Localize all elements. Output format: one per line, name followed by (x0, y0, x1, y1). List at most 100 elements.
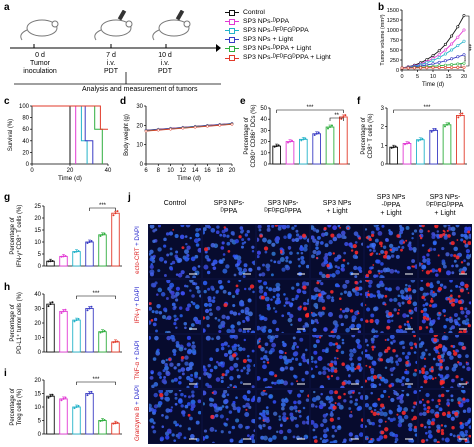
y-tick-label: 10 (34, 336, 41, 342)
y-tick-label: 0 (264, 162, 268, 168)
replicate-dot (64, 396, 67, 399)
y-axis-label: Percentage of (361, 117, 367, 155)
legend-entry: SP3 NPs-ᴰPPA + Light (225, 44, 331, 53)
micrograph-image (418, 334, 472, 389)
replicate-dot (88, 307, 91, 310)
y-tick-label: 500 (390, 48, 399, 54)
replicate-dot (60, 399, 63, 402)
y-tick-label: 5 (38, 419, 42, 425)
y-tick-label: 50 (260, 106, 267, 112)
replicate-dot (112, 214, 115, 217)
replicate-dot (444, 125, 446, 128)
replicate-dot (86, 309, 89, 312)
data-point (437, 60, 441, 64)
micrograph-image (364, 279, 418, 334)
replicate-dot (344, 114, 347, 117)
replicate-dot (73, 407, 76, 410)
replicate-dot (112, 341, 115, 344)
replicate-dot (430, 130, 433, 133)
bar (111, 212, 120, 267)
replicate-dot (304, 137, 307, 140)
micrograph-row-label: Granzyme B + DAPI (134, 385, 141, 441)
significance-label: *** (92, 291, 100, 297)
chart-b-tumor-volume: 0 250 500 750 1000 1250 1500 0 5 10 15 20 Time (d) Tu… (380, 8, 471, 88)
replicate-dot (77, 250, 80, 253)
replicate-dot (77, 317, 80, 320)
x-axis-label: Time (d) (58, 175, 82, 182)
y-axis-label: CD8⁺ T cells (%) (367, 114, 374, 159)
x-axis-label: Time (d) (422, 82, 444, 88)
y-tick-label: 40 (260, 117, 267, 123)
replicate-dot (315, 132, 318, 135)
x-tick-label: 14 (192, 168, 199, 174)
replicate-dot (446, 123, 448, 126)
significance-label: ** (456, 64, 462, 68)
bar (85, 241, 94, 267)
replicate-dot (103, 418, 106, 421)
y-tick-label: 0 (38, 350, 42, 356)
legend-entry: SP3 NPs-ᴰFᴰFGᴰPPA (225, 26, 331, 35)
replicate-dot (327, 127, 329, 130)
micrograph-image (256, 334, 310, 389)
data-point (169, 127, 172, 131)
replicate-dot (62, 310, 65, 313)
significance-bracket (276, 109, 344, 113)
bar (111, 422, 120, 435)
data-point (443, 42, 447, 46)
significance-label: *** (99, 203, 107, 209)
micrograph-image (148, 334, 202, 389)
data-point (450, 65, 454, 69)
replicate-dot (86, 394, 89, 397)
data-point (450, 57, 454, 61)
timeline-day7: 7 d (106, 52, 116, 59)
y-axis-label: Percentage of (10, 217, 16, 255)
replicate-dot (277, 144, 280, 147)
y-tick-label: 15 (34, 228, 41, 234)
x-tick-label: 10 (167, 168, 174, 174)
replicate-dot (273, 145, 276, 148)
replicate-dot (116, 210, 119, 213)
bar (98, 420, 107, 435)
micrograph-image (148, 279, 202, 334)
replicate-dot (114, 422, 117, 425)
micrograph-image (256, 224, 310, 279)
replicate-dot (394, 145, 397, 148)
data-point (144, 129, 148, 133)
data-point (431, 58, 435, 62)
replicate-dot (51, 260, 54, 263)
significance-label: *** (465, 44, 471, 52)
y-axis-label: Survival (%) (8, 119, 14, 151)
replicate-dot (342, 115, 345, 118)
x-tick-label: 20 (461, 74, 467, 80)
replicate-dot (51, 301, 54, 304)
data-point (431, 66, 435, 70)
y-tick-label: 750 (390, 38, 399, 44)
significance-bracket (76, 381, 116, 385)
replicate-dot (101, 330, 104, 333)
data-point (462, 53, 466, 57)
x-tick-label: 5 (416, 74, 419, 80)
replicate-dot (331, 124, 333, 127)
x-tick-label: 15 (445, 74, 451, 80)
bar (416, 139, 425, 165)
replicate-dot (275, 145, 278, 148)
x-tick-label: 16 (204, 168, 211, 174)
bar (59, 310, 68, 353)
replicate-dot (313, 133, 316, 136)
timeline-day7-label2: PDT (104, 68, 118, 75)
data-point (450, 42, 454, 46)
y-tick-label: 5 (38, 252, 42, 258)
data-point (462, 61, 466, 65)
replicate-dot (101, 419, 104, 422)
y-tick-label: 0 (140, 162, 144, 168)
bar (72, 319, 81, 353)
replicate-dot (75, 250, 78, 253)
replicate-dot (421, 137, 424, 140)
y-tick-label: 1000 (387, 28, 399, 34)
timeline-day10-label1: i.v. (160, 60, 170, 67)
data-point (206, 124, 209, 128)
y-tick-label: 2 (381, 125, 385, 131)
data-point (456, 65, 460, 69)
panel-label-j: j (128, 192, 131, 203)
y-tick-label: 10 (136, 143, 143, 149)
